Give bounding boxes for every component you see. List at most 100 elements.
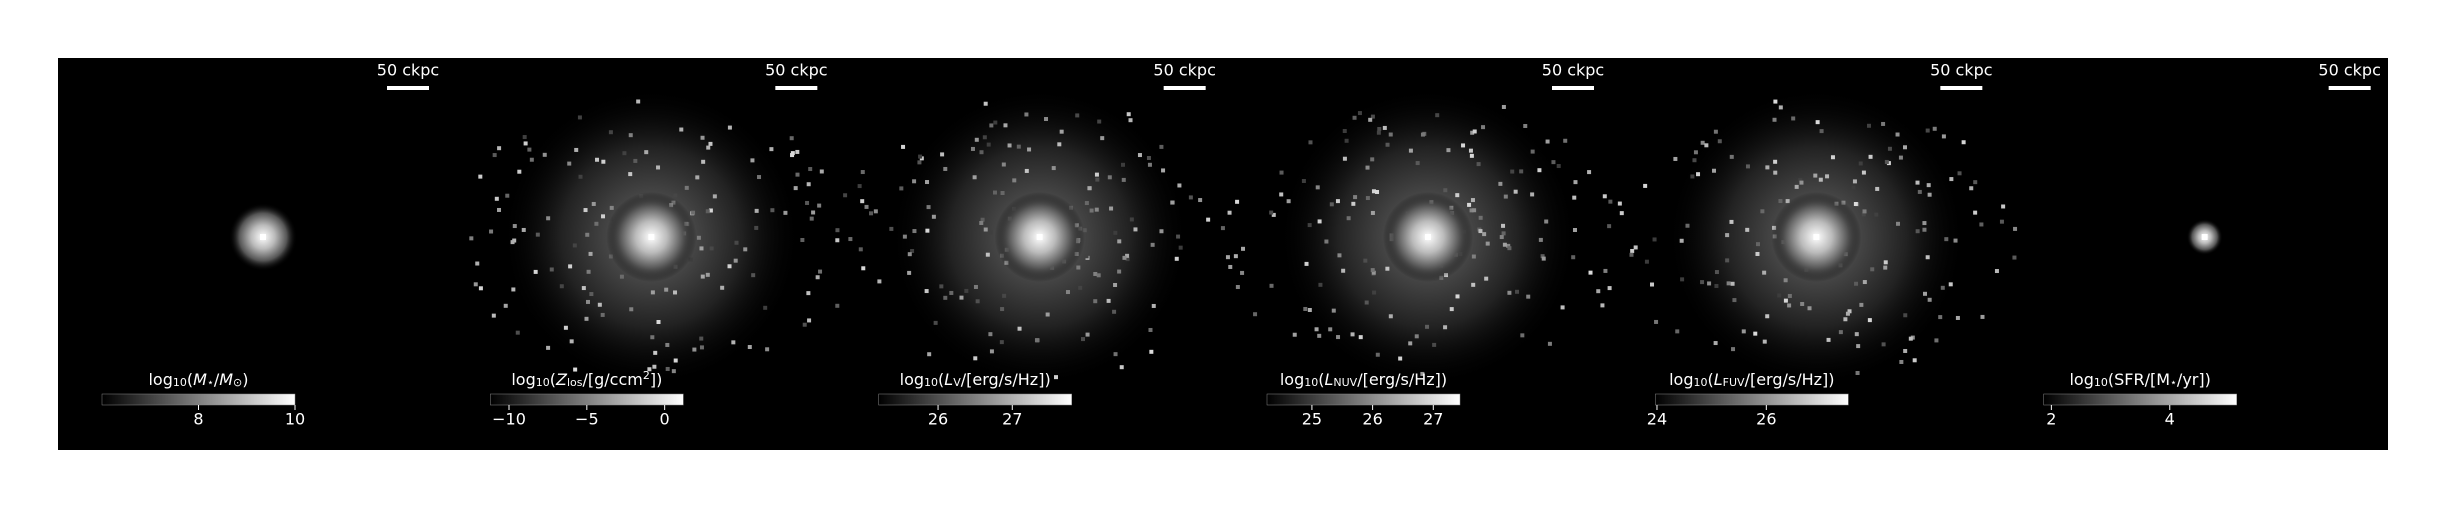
pixel [1372, 290, 1377, 295]
colorbar-label: log10(LFUV/[erg/s/Hz]) [1669, 370, 1834, 390]
pixel [940, 152, 945, 157]
pixel [1365, 196, 1370, 201]
pixel [1269, 210, 1274, 215]
pixel [696, 235, 701, 240]
pixel [583, 208, 588, 213]
pixel [1097, 119, 1102, 124]
pixel [644, 150, 649, 155]
pixel [1188, 195, 1193, 200]
pixel [595, 157, 600, 162]
pixel [1899, 359, 1904, 364]
pixel [1470, 130, 1475, 135]
pixel [1923, 291, 1928, 296]
pixel [1292, 332, 1297, 337]
pixel [1785, 199, 1790, 204]
pixel [1783, 298, 1788, 303]
pixel [1017, 326, 1022, 331]
tick-label: 8 [193, 410, 203, 429]
pixel [1884, 159, 1889, 164]
pixel [546, 216, 551, 221]
pixel [806, 182, 811, 187]
pixel [1344, 138, 1349, 143]
pixel [848, 237, 853, 242]
pixel [1007, 143, 1012, 148]
core-pixel [1036, 234, 1043, 240]
pixel [1587, 170, 1592, 175]
pixel [1856, 344, 1861, 349]
pixel [652, 364, 657, 369]
pixel [808, 167, 813, 172]
pixel [1315, 185, 1320, 190]
pixel [581, 286, 586, 291]
pixel [1799, 180, 1804, 185]
label-part: /[erg/s/Hz]) [1357, 370, 1447, 389]
pixel [1861, 170, 1866, 175]
pixel [1765, 165, 1770, 170]
pixel [1693, 150, 1698, 155]
pixel [751, 273, 756, 278]
pixel [699, 246, 704, 251]
pixel [1922, 221, 1927, 226]
pixel [1398, 356, 1403, 361]
pixel [1100, 136, 1105, 141]
pixel [1082, 228, 1087, 233]
pixel [1540, 254, 1545, 259]
pixel [1922, 227, 1927, 232]
pixel [1675, 329, 1680, 334]
scale-label: 50 ckpc [2318, 61, 2380, 80]
pixel [589, 292, 594, 297]
pixel [1925, 255, 1930, 260]
pixel [1317, 219, 1322, 224]
pixel [802, 322, 807, 327]
pixel [1084, 201, 1089, 206]
pixel [529, 157, 534, 162]
pixel [1094, 172, 1099, 177]
pixel [1414, 334, 1419, 339]
pixel [943, 295, 948, 300]
pixel [1455, 193, 1460, 198]
pixel [783, 210, 788, 215]
pixel [727, 125, 732, 130]
pixel [1903, 145, 1908, 150]
pixel [1961, 140, 1966, 145]
pixel [901, 144, 906, 149]
pixel [1502, 242, 1507, 247]
pixel [1859, 302, 1864, 307]
pixel [1096, 273, 1101, 278]
pixel [1778, 105, 1783, 110]
pixel [1112, 309, 1117, 314]
pixel [510, 240, 515, 245]
pixel [517, 169, 522, 174]
label-part: ) [242, 370, 248, 389]
pixel [1382, 125, 1387, 130]
pixel [1729, 219, 1734, 224]
pixel [1603, 268, 1608, 273]
pixel [1773, 99, 1778, 104]
pixel [1385, 266, 1390, 271]
pixel [1868, 154, 1873, 159]
pixel [1753, 331, 1758, 336]
pixel [1119, 365, 1124, 370]
pixel [983, 101, 988, 106]
pixel [1700, 280, 1705, 285]
pixel [734, 240, 739, 245]
pixel [1446, 148, 1451, 153]
pixel [1707, 281, 1712, 286]
pixel [927, 352, 932, 357]
pixel [1478, 229, 1483, 234]
pixel [980, 217, 985, 222]
pixel [628, 133, 633, 138]
pixel [817, 203, 822, 208]
pixel [1176, 234, 1181, 239]
pixel [1034, 338, 1039, 343]
label-part: 10 [1304, 376, 1318, 389]
pixel [1415, 161, 1420, 166]
pixel [873, 209, 878, 214]
pixel [473, 282, 478, 287]
pixel [1016, 144, 1021, 149]
pixel [585, 299, 590, 304]
pixel [1696, 172, 1701, 177]
pixel [671, 369, 676, 374]
colorbar [1655, 393, 1849, 406]
pixel [1855, 370, 1860, 375]
